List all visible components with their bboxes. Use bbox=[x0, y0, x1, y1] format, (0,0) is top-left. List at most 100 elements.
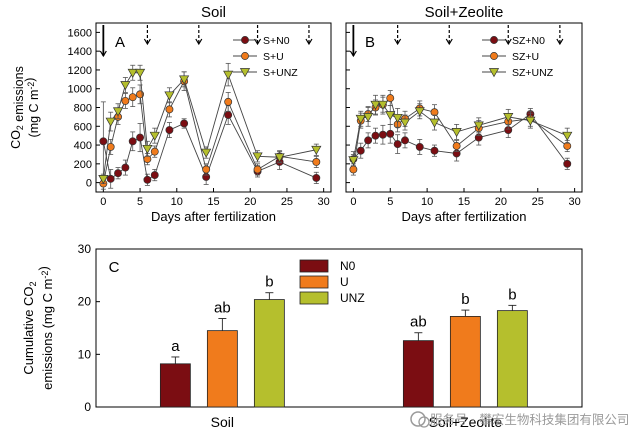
legend-label: S+UNZ bbox=[263, 67, 298, 79]
data-point bbox=[223, 70, 234, 80]
data-point bbox=[393, 140, 402, 149]
bar-group-soil: a ab b Soil bbox=[159, 274, 285, 430]
significance-letter: ab bbox=[214, 300, 231, 317]
data-point bbox=[128, 93, 137, 102]
data-point bbox=[112, 107, 124, 117]
data-point bbox=[105, 117, 116, 127]
x-tick-label: 15 bbox=[458, 196, 470, 208]
data-point bbox=[165, 105, 174, 114]
panel-b: Soil+Zeolite B 0 5 10 15 20 25 30 Days after fert… bbox=[345, 4, 583, 224]
data-point bbox=[563, 159, 572, 168]
data-point bbox=[414, 107, 425, 117]
series-s-unz bbox=[98, 62, 322, 185]
series-line bbox=[102, 72, 317, 179]
x-axis-label: Days after fertilization bbox=[402, 209, 527, 224]
x-tick-label: 20 bbox=[244, 196, 256, 208]
x-tick-label: 25 bbox=[532, 196, 544, 208]
data-point bbox=[114, 169, 122, 178]
panel-title: Soil bbox=[201, 4, 226, 21]
legend-label: N0 bbox=[340, 259, 356, 273]
data-point bbox=[253, 165, 262, 174]
y-tick-label: 0 bbox=[84, 400, 91, 414]
data-point bbox=[312, 173, 321, 182]
legend-marker bbox=[241, 52, 249, 60]
data-point bbox=[451, 128, 462, 138]
data-point bbox=[452, 142, 461, 150]
y-axis-label: CO2 emissions bbox=[9, 66, 26, 149]
data-point bbox=[150, 147, 159, 156]
category-label: Soil+Zeolite bbox=[429, 414, 503, 430]
y-axis-label: emissions (mg C m-2) bbox=[36, 266, 55, 390]
data-point bbox=[311, 145, 322, 155]
data-point bbox=[312, 158, 321, 166]
data-point bbox=[274, 153, 285, 163]
legend-label: S+N0 bbox=[263, 35, 290, 47]
legend-entry: SZ+U bbox=[482, 51, 539, 63]
data-point bbox=[136, 133, 145, 142]
legend-entry: UNZ bbox=[299, 291, 365, 305]
data-point bbox=[98, 175, 109, 185]
legend-marker bbox=[490, 36, 498, 44]
fertilization-arrowhead bbox=[99, 50, 107, 58]
wechat-icon bbox=[418, 416, 430, 428]
legend-label: SZ+N0 bbox=[512, 35, 545, 47]
x-tick-label: 0 bbox=[350, 196, 356, 208]
legend-label: SZ+U bbox=[512, 51, 539, 63]
data-point bbox=[180, 119, 189, 128]
y-tick-label: 10 bbox=[78, 347, 92, 361]
legend-entry: S+N0 bbox=[233, 35, 290, 47]
x-tick-label: 30 bbox=[318, 196, 330, 208]
x-tick-label: 20 bbox=[495, 196, 507, 208]
bar bbox=[253, 299, 285, 408]
x-tick-label: 10 bbox=[421, 196, 433, 208]
fertilization-arrowhead bbox=[254, 38, 262, 46]
data-point bbox=[399, 118, 411, 128]
plot-frame bbox=[95, 22, 332, 193]
series-s-n0 bbox=[99, 101, 321, 189]
y-tick-label: 1200 bbox=[68, 65, 92, 77]
data-point bbox=[201, 148, 212, 158]
legend-swatch bbox=[299, 291, 329, 305]
fertilization-arrowhead bbox=[394, 38, 402, 46]
data-point bbox=[392, 113, 403, 124]
bar bbox=[206, 330, 238, 408]
y-tick-label: 1400 bbox=[68, 46, 92, 58]
data-point bbox=[99, 137, 108, 146]
data-point bbox=[429, 118, 440, 128]
series-sz-unz bbox=[348, 94, 573, 167]
bar bbox=[449, 316, 481, 408]
legend-entry: SZ+UNZ bbox=[482, 67, 554, 79]
legend-swatch bbox=[299, 275, 329, 289]
x-tick-label: 5 bbox=[137, 196, 143, 208]
data-point bbox=[252, 152, 263, 162]
series-sz-n0 bbox=[349, 108, 572, 170]
data-point bbox=[134, 68, 146, 78]
data-point bbox=[377, 100, 388, 110]
x-axis-label: Days after fertilization bbox=[151, 209, 276, 224]
fertilization-arrowhead bbox=[305, 38, 313, 46]
data-point bbox=[179, 75, 190, 85]
panel-label: C bbox=[109, 259, 120, 276]
data-point bbox=[385, 111, 396, 121]
y-tick-label: 1000 bbox=[68, 84, 92, 96]
legend-entry: SZ+N0 bbox=[482, 35, 545, 47]
data-point bbox=[128, 137, 137, 146]
series-line bbox=[353, 113, 568, 165]
legend-swatch bbox=[299, 259, 329, 273]
data-point bbox=[371, 131, 380, 140]
data-point bbox=[150, 171, 159, 180]
data-point bbox=[386, 129, 395, 138]
legend-entry: S+UNZ bbox=[233, 67, 298, 79]
data-point bbox=[370, 100, 381, 110]
panel-label: A bbox=[115, 34, 125, 51]
x-tick-label: 10 bbox=[171, 196, 183, 208]
data-point bbox=[149, 131, 160, 141]
data-point bbox=[415, 142, 424, 151]
data-point bbox=[143, 175, 152, 184]
legend-label: UNZ bbox=[340, 291, 365, 305]
y-axis-label: (mg C m-2) bbox=[23, 78, 41, 138]
y-tick-label: 600 bbox=[74, 121, 92, 133]
y-tick-label: 1600 bbox=[68, 27, 92, 39]
